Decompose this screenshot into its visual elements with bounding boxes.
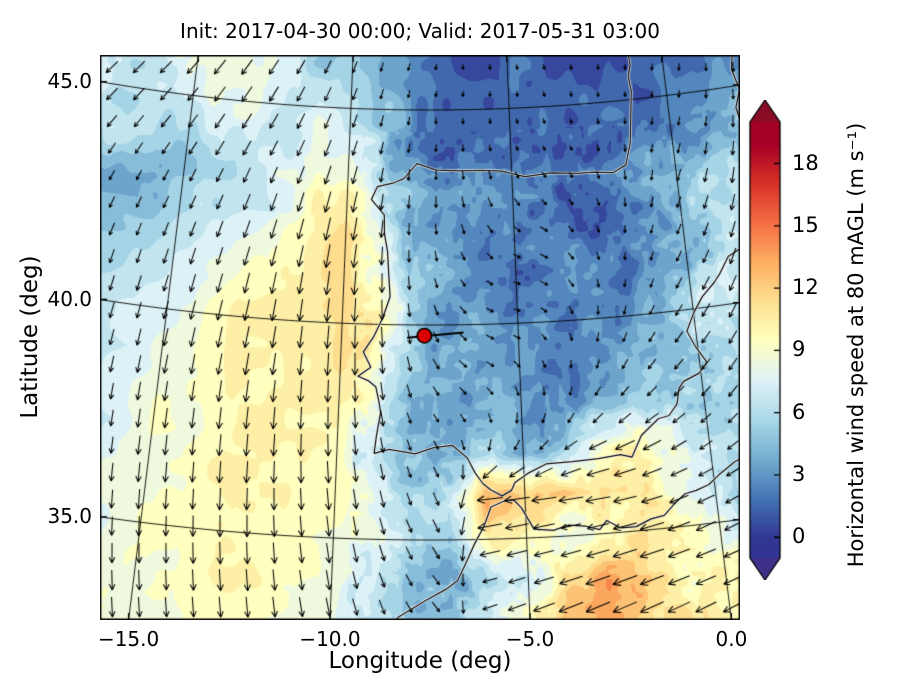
x-tick-label: −10.0	[299, 627, 361, 651]
colorbar-tick-label: 9	[792, 337, 806, 362]
x-tick-label: −5.0	[505, 627, 555, 651]
figure-title: Init: 2017-04-30 00:00; Valid: 2017-05-3…	[180, 19, 660, 43]
colorbar-tick-label: 12	[792, 275, 819, 300]
wind-map-canvas	[100, 55, 740, 620]
colorbar-tick-label: 15	[792, 212, 819, 237]
colorbar-tick-label: 3	[792, 461, 806, 486]
x-axis-label: Longitude (deg)	[328, 648, 512, 674]
x-tick-label: 0.0	[715, 627, 748, 651]
colorbar-label: Horizontal wind speed at 80 mAGL (m s⁻¹)	[844, 122, 868, 568]
colorbar-tick-label: 18	[792, 150, 819, 175]
colorbar-tick-label: 0	[792, 524, 806, 549]
y-tick-label: 45.0	[47, 68, 92, 93]
y-tick-label: 35.0	[47, 503, 92, 528]
y-tick-label: 40.0	[47, 286, 92, 311]
colorbar-canvas	[746, 100, 790, 580]
colorbar-tick-label: 6	[792, 399, 806, 424]
y-axis-label: Latitude (deg)	[17, 255, 43, 419]
x-tick-label: −15.0	[97, 627, 160, 651]
